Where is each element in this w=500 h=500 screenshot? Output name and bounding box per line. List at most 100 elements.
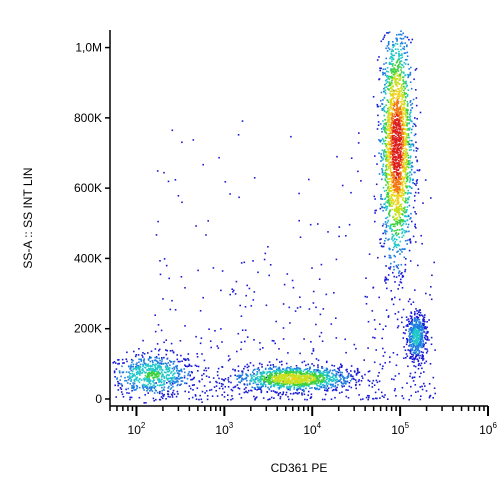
event-point — [400, 249, 402, 251]
event-point — [246, 336, 249, 338]
event-point — [409, 186, 411, 189]
event-point — [223, 379, 225, 381]
event-point — [151, 386, 153, 388]
event-point — [264, 368, 267, 371]
event-point — [308, 370, 311, 372]
event-point — [208, 376, 210, 378]
event-point — [129, 373, 132, 375]
event-point — [321, 340, 324, 342]
event-point — [271, 371, 274, 373]
event-point — [372, 287, 374, 289]
event-point — [261, 383, 263, 386]
event-point — [389, 169, 392, 172]
event-point — [188, 391, 190, 393]
event-point — [232, 291, 234, 293]
event-point — [391, 56, 394, 59]
event-point — [398, 213, 400, 216]
event-point — [199, 394, 201, 397]
event-point — [147, 367, 150, 370]
event-point — [227, 359, 230, 362]
event-point — [394, 80, 397, 82]
event-point — [392, 225, 395, 228]
event-point — [234, 369, 236, 372]
event-point — [158, 392, 161, 395]
event-point — [237, 134, 240, 136]
event-point — [408, 192, 411, 194]
event-point — [399, 160, 401, 162]
event-point — [291, 378, 293, 380]
event-point — [308, 384, 310, 387]
event-point — [312, 373, 314, 376]
event-point — [168, 369, 171, 371]
event-point — [412, 301, 415, 303]
event-point — [169, 388, 172, 390]
event-point — [412, 324, 415, 327]
event-point — [308, 308, 311, 310]
event-point — [144, 372, 146, 374]
event-point — [376, 397, 378, 400]
event-point — [161, 358, 163, 360]
event-point — [394, 281, 396, 283]
event-point — [298, 378, 301, 380]
event-point — [402, 66, 405, 68]
event-point — [391, 161, 394, 164]
event-point — [404, 200, 406, 203]
event-point — [176, 377, 179, 379]
event-point — [375, 209, 377, 212]
event-point — [135, 384, 138, 387]
event-point — [403, 144, 406, 147]
event-point — [136, 362, 138, 364]
event-point — [384, 155, 386, 158]
event-point — [383, 110, 386, 113]
event-point — [408, 196, 411, 198]
event-point — [386, 50, 389, 52]
event-point — [374, 337, 376, 339]
event-point — [288, 367, 290, 369]
event-point — [386, 151, 388, 153]
event-point — [258, 379, 260, 381]
event-point — [326, 373, 329, 376]
event-point — [394, 64, 396, 66]
event-point — [397, 232, 400, 235]
event-point — [216, 371, 219, 373]
event-point — [367, 347, 369, 349]
event-point — [132, 368, 134, 371]
event-point — [402, 178, 405, 181]
event-point — [423, 362, 426, 364]
event-point — [387, 192, 390, 194]
event-point — [412, 235, 415, 238]
event-point — [381, 109, 384, 111]
event-point — [392, 303, 395, 306]
event-point — [412, 380, 415, 382]
event-point — [320, 379, 323, 381]
event-point — [113, 361, 116, 363]
event-point — [396, 108, 399, 110]
event-point — [395, 61, 398, 64]
event-point — [404, 35, 406, 38]
event-point — [395, 97, 397, 100]
event-point — [409, 349, 412, 352]
event-point — [310, 393, 313, 396]
event-point — [414, 365, 417, 368]
event-point — [397, 145, 400, 148]
event-point — [120, 375, 122, 378]
event-point — [289, 389, 291, 391]
event-point — [396, 137, 399, 139]
event-point — [288, 385, 291, 388]
event-point — [298, 219, 300, 222]
event-point — [410, 41, 412, 44]
event-point — [414, 225, 416, 228]
event-point — [390, 227, 392, 230]
event-point — [396, 95, 399, 97]
event-point — [130, 380, 132, 382]
event-point — [350, 370, 352, 372]
event-point — [422, 344, 425, 347]
event-point — [406, 152, 409, 155]
event-point — [253, 375, 255, 378]
event-point — [390, 56, 392, 59]
event-point — [396, 221, 399, 224]
event-point — [304, 378, 307, 380]
event-point — [422, 320, 424, 323]
event-point — [394, 213, 396, 215]
